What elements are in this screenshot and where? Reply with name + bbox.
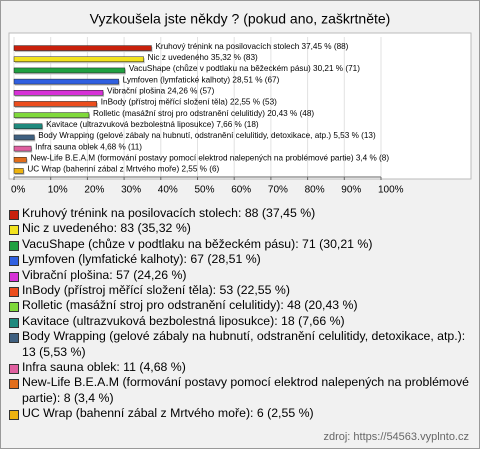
x-tick-label: 60% <box>231 185 251 196</box>
bar <box>13 112 90 118</box>
legend-swatch <box>9 410 19 421</box>
legend-swatch <box>9 287 19 298</box>
x-tick-label: 0% <box>11 185 26 196</box>
legend-item: VacuShape (chůze v podtlaku na běžeckém … <box>9 237 471 252</box>
x-tick-label: 50% <box>195 185 215 196</box>
legend-swatch <box>9 317 19 328</box>
x-tick-label: 10% <box>48 185 68 196</box>
x-tick-label: 80% <box>305 185 325 196</box>
legend-label: Body Wrapping (gelové zábaly na hubnutí,… <box>22 329 466 359</box>
x-tick-label: 100% <box>378 185 404 196</box>
legend-item: Lymfoven (lymfatické kalhoty): 67 (28,51… <box>9 252 471 267</box>
legend-swatch <box>9 210 19 220</box>
legend-item: Body Wrapping (gelové zábaly na hubnutí,… <box>9 329 471 360</box>
bar-label: InBody (přístroj měřící složení těla) 22… <box>101 98 277 107</box>
bar-label: Vibrační plošina 24,26 % (57) <box>107 86 215 95</box>
source: zdroj: https://54563.vyplnto.cz <box>323 431 469 443</box>
bar-label: Body Wrapping (gelové zábaly na hubnutí,… <box>38 131 376 140</box>
legend-swatch <box>9 364 19 375</box>
x-tick-label: 30% <box>121 185 141 196</box>
bar-label: Nic z uvedeného 35,32 % (83) <box>148 53 258 62</box>
legend-label: Vibrační plošina: 57 (24,26 %) <box>22 267 187 282</box>
legend-label: InBody (přístroj měřící složení těla): 5… <box>22 283 290 298</box>
legend-item: Infra sauna oblek: 11 (4,68 %) <box>9 360 471 375</box>
legend-item: Kruhový trénink na posilovacích stolech:… <box>9 206 471 221</box>
legend-label: New-Life B.E.A.M (formování postavy pomo… <box>22 375 470 405</box>
bar-label: Lymfoven (lymfatické kalhoty) 28,51 % (6… <box>123 75 280 84</box>
legend-swatch <box>9 302 19 313</box>
bar <box>13 123 43 129</box>
bar <box>13 168 24 174</box>
legend-swatch <box>9 333 19 344</box>
legend-item: Rolletic (masážní stroj pro odstranění c… <box>9 298 471 313</box>
legend-label: Kavitace (ultrazvuková bezbolestná lipos… <box>22 313 345 328</box>
legend-swatch <box>9 271 19 282</box>
x-tick-label: 20% <box>84 185 104 196</box>
legend-swatch <box>9 240 19 251</box>
legend-label: VacuShape (chůze v podtlaku na běžeckém … <box>22 236 373 251</box>
legend-label: Rolletic (masážní stroj pro odstranění c… <box>22 298 358 313</box>
bar-label: VacuShape (chůze v podtlaku na běžeckém … <box>129 63 360 73</box>
legend-label: UC Wrap (bahenní zábal z Mrtvého moře): … <box>22 406 314 421</box>
bar <box>13 67 126 74</box>
bar <box>13 78 119 85</box>
legend-label: Nic z uvedeného: 83 (35,32 %) <box>22 221 191 236</box>
bar <box>13 90 104 96</box>
legend-swatch <box>9 379 19 390</box>
bar <box>13 45 152 51</box>
x-tick-label: 40% <box>158 185 178 196</box>
bar <box>13 134 35 141</box>
legend-item: Kavitace (ultrazvuková bezbolestná lipos… <box>9 314 471 329</box>
bar-label: UC Wrap (bahenní zábal z Mrtvého moře) 2… <box>27 165 219 174</box>
bar-label: Infra sauna oblek 4,68 % (11) <box>35 142 142 151</box>
bar <box>13 157 27 163</box>
chart-title: Vyzkoušela jste někdy ? (pokud ano, zašk… <box>90 11 391 27</box>
bar <box>13 101 98 107</box>
x-tick-label: 90% <box>341 185 361 196</box>
legend-item: New-Life B.E.A.M (formování postavy pomo… <box>9 375 471 406</box>
legend-item: Vibrační plošina: 57 (24,26 %) <box>9 268 471 283</box>
bar <box>13 145 32 152</box>
legend-item: InBody (přístroj měřící složení těla): 5… <box>9 283 471 298</box>
x-tick-label: 70% <box>268 185 288 196</box>
bar-label: Kavitace (ultrazvuková bezbolestná lipos… <box>46 120 259 129</box>
legend-item: Nic z uvedeného: 83 (35,32 %) <box>9 221 471 236</box>
legend-swatch <box>9 256 19 267</box>
bar <box>13 56 144 62</box>
legend: Kruhový trénink na posilovacích stolech:… <box>9 206 471 422</box>
bar-label: Rolletic (masážní stroj pro odstranění c… <box>93 109 314 118</box>
legend-label: Kruhový trénink na posilovacích stolech:… <box>22 206 316 220</box>
bar-label: New-Life B.E.A.M (formování postavy pomo… <box>30 153 389 162</box>
legend-item: UC Wrap (bahenní zábal z Mrtvého moře): … <box>9 406 471 421</box>
bar-label: Kruhový trénink na posilovacích stolech … <box>155 42 348 51</box>
chart: Vyzkoušela jste někdy ? (pokud ano, zašk… <box>8 11 472 196</box>
legend-swatch <box>9 225 19 236</box>
legend-label: Lymfoven (lymfatické kalhoty): 67 (28,51… <box>22 252 261 267</box>
legend-label: Infra sauna oblek: 11 (4,68 %) <box>22 360 186 375</box>
